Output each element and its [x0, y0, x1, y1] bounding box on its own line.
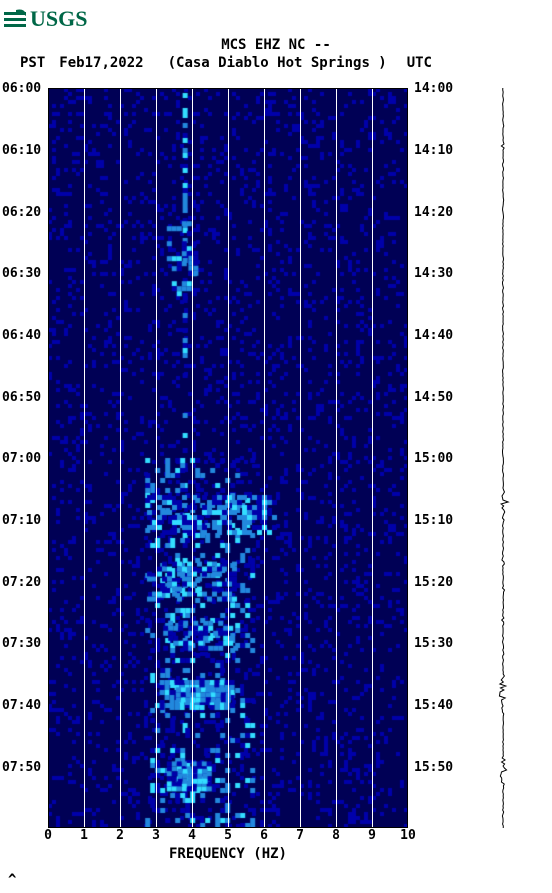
left-timezone: PST	[20, 54, 45, 72]
chart-subtitle: PST Feb17,2022 (Casa Diablo Hot Springs …	[0, 54, 552, 72]
x-tick: 8	[332, 828, 340, 843]
y-left-tick: 07:10	[2, 513, 41, 528]
y-left-tick: 07:30	[2, 636, 41, 651]
x-axis-label: FREQUENCY (HZ)	[48, 846, 408, 862]
spectrogram-page: { "logo": { "text": "USGS", "color": "#0…	[0, 0, 552, 893]
y-right-tick: 14:20	[414, 205, 453, 220]
y-axis-right: 14:0014:1014:2014:3014:4014:5015:0015:10…	[410, 88, 456, 828]
y-right-tick: 15:50	[414, 760, 453, 775]
seismic-trace-svg	[488, 88, 518, 828]
y-left-tick: 07:40	[2, 698, 41, 713]
usgs-logo-svg: USGS	[4, 4, 100, 32]
y-right-tick: 14:30	[414, 266, 453, 281]
y-right-tick: 14:00	[414, 81, 453, 96]
x-tick: 10	[400, 828, 416, 843]
x-tick: 2	[116, 828, 124, 843]
x-tick: 7	[296, 828, 304, 843]
spectrogram-container	[48, 88, 408, 828]
y-right-tick: 14:10	[414, 143, 453, 158]
y-left-tick: 07:50	[2, 760, 41, 775]
x-tick: 1	[80, 828, 88, 843]
trace-path	[499, 88, 508, 828]
y-left-tick: 06:50	[2, 390, 41, 405]
y-left-tick: 07:20	[2, 575, 41, 590]
y-right-tick: 15:30	[414, 636, 453, 651]
x-tick: 9	[368, 828, 376, 843]
y-left-tick: 06:10	[2, 143, 41, 158]
chart-title: MCS EHZ NC --	[0, 36, 552, 54]
y-right-tick: 15:00	[414, 451, 453, 466]
caret-mark: ^	[8, 872, 16, 888]
y-right-tick: 15:40	[414, 698, 453, 713]
seismic-trace	[488, 88, 518, 828]
spectrogram-plot	[48, 88, 408, 828]
y-left-tick: 06:30	[2, 266, 41, 281]
chart-header: MCS EHZ NC -- PST Feb17,2022 (Casa Diabl…	[0, 36, 552, 72]
station-name: (Casa Diablo Hot Springs )	[168, 54, 387, 72]
x-tick: 4	[188, 828, 196, 843]
usgs-logo-text: USGS	[30, 6, 87, 31]
y-left-tick: 07:00	[2, 451, 41, 466]
y-left-tick: 06:40	[2, 328, 41, 343]
y-right-tick: 14:50	[414, 390, 453, 405]
x-tick: 5	[224, 828, 232, 843]
x-tick: 3	[152, 828, 160, 843]
usgs-logo: USGS	[4, 4, 100, 37]
x-tick: 6	[260, 828, 268, 843]
y-right-tick: 15:10	[414, 513, 453, 528]
y-axis-left: 06:0006:1006:2006:3006:4006:5007:0007:10…	[0, 88, 46, 828]
y-right-tick: 15:20	[414, 575, 453, 590]
y-right-tick: 14:40	[414, 328, 453, 343]
y-left-tick: 06:00	[2, 81, 41, 96]
right-timezone: UTC	[407, 54, 432, 72]
spectrogram-canvas	[48, 88, 408, 828]
x-tick: 0	[44, 828, 52, 843]
y-left-tick: 06:20	[2, 205, 41, 220]
chart-date: Feb17,2022	[59, 54, 143, 72]
gridline	[408, 88, 409, 828]
